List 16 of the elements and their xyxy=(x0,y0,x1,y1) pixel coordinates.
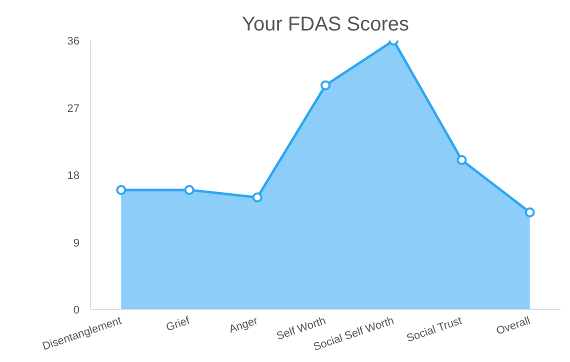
chart-title: Your FDAS Scores xyxy=(242,14,410,36)
y-tick-label: 0 xyxy=(73,304,80,316)
y-tick-label: 27 xyxy=(67,102,80,115)
point xyxy=(456,155,467,166)
y-tick-label: 36 xyxy=(67,36,80,48)
point xyxy=(252,192,262,202)
x-tick-label: Anger xyxy=(228,314,260,336)
x-tick-label: Grief xyxy=(164,314,192,334)
point xyxy=(524,207,535,218)
point xyxy=(116,184,126,195)
y-tick-label: 18 xyxy=(67,170,80,182)
y-tick-label: 9 xyxy=(73,237,80,250)
point xyxy=(320,80,330,90)
x-tick-label: Overall xyxy=(494,314,532,338)
x-tick-label: Social Trust xyxy=(405,314,464,345)
point xyxy=(184,184,194,195)
